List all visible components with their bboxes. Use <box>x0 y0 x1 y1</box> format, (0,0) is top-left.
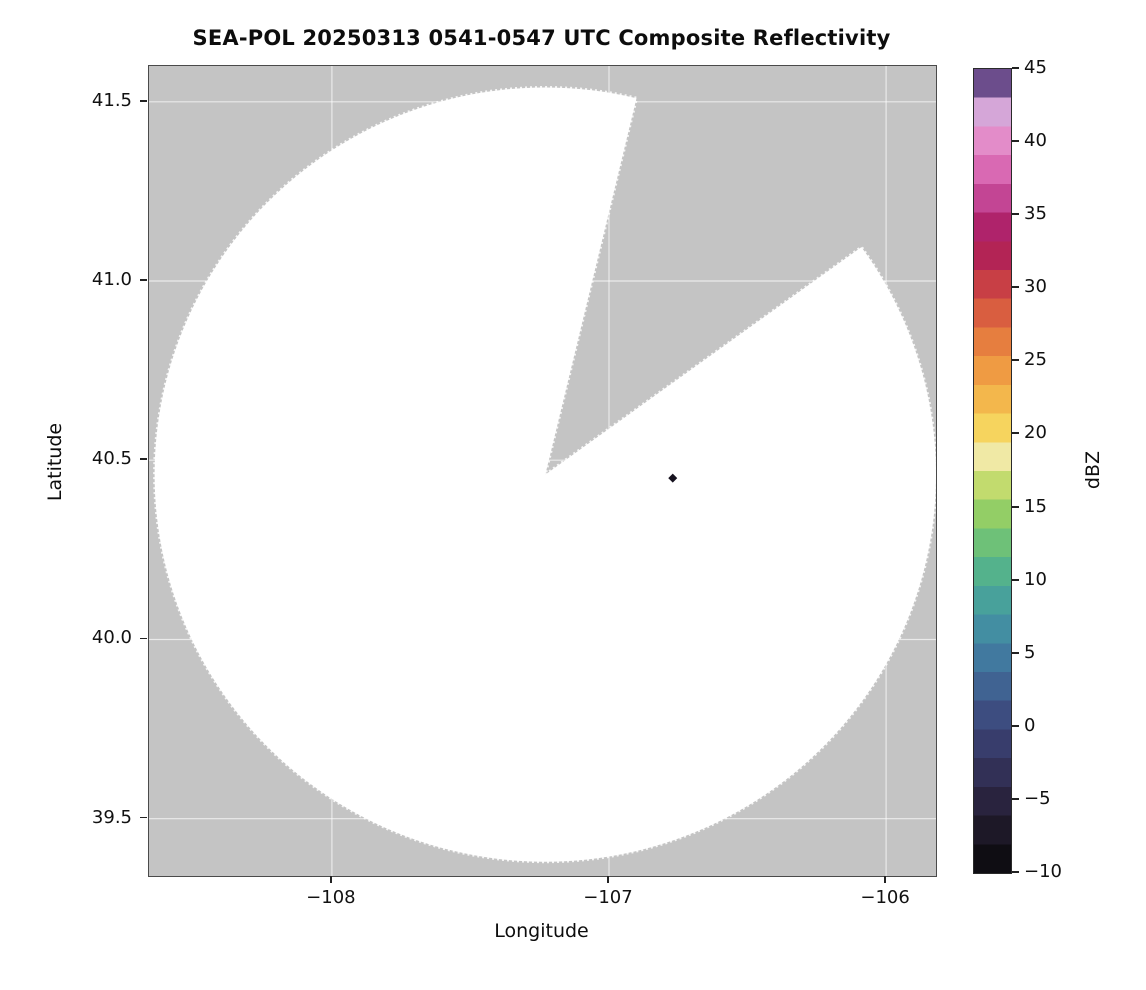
x-tick <box>330 876 332 883</box>
colorbar-tick-label: −5 <box>1024 787 1051 809</box>
x-tick <box>607 876 609 883</box>
y-tick <box>140 816 147 819</box>
colorbar-tick-label: 40 <box>1024 130 1047 152</box>
colorbar-tick-label: 10 <box>1024 568 1047 590</box>
colorbar-tick <box>1012 651 1019 654</box>
colorbar-tick-label: 30 <box>1024 276 1047 298</box>
colorbar-tick <box>1012 67 1019 69</box>
colorbar-tick-label: 25 <box>1024 349 1047 371</box>
radar-coverage-fringe <box>153 86 936 864</box>
x-tick-label: −107 <box>583 887 633 908</box>
figure-title: SEA-POL 20250313 0541-0547 UTC Composite… <box>192 26 891 50</box>
colorbar-tick <box>1012 578 1019 581</box>
colorbar-tick <box>1012 432 1019 435</box>
x-axis-label: Longitude <box>494 920 589 942</box>
colorbar-tick <box>1012 140 1019 143</box>
colorbar-tick <box>1012 797 1019 800</box>
y-tick <box>140 458 147 460</box>
colorbar-tick-label: 0 <box>1024 714 1036 736</box>
colorbar-tick-label: −10 <box>1024 861 1062 882</box>
colorbar-tick-label: 45 <box>1024 57 1047 78</box>
y-tick-label: 41.0 <box>91 269 132 291</box>
y-tick-label: 40.0 <box>91 627 132 649</box>
colorbar-tick-label: 5 <box>1024 641 1036 663</box>
colorbar-tick-label: 35 <box>1024 203 1047 225</box>
plot-area <box>148 65 937 877</box>
colorbar-tick <box>1012 359 1019 362</box>
colorbar-tick <box>1012 213 1019 216</box>
radar-plot-canvas <box>149 66 936 876</box>
x-tick-label: −106 <box>860 887 910 908</box>
radar-echo <box>668 473 678 483</box>
y-tick <box>140 637 147 640</box>
colorbar-tick <box>1012 724 1019 727</box>
y-tick-label: 40.5 <box>91 448 132 470</box>
y-tick <box>140 100 147 102</box>
y-tick <box>140 279 147 281</box>
colorbar-tick <box>1012 871 1019 873</box>
x-tick <box>884 876 886 883</box>
colorbar-tick <box>1012 505 1019 508</box>
colorbar-tick-label: 20 <box>1024 422 1047 444</box>
x-tick-label: −108 <box>306 887 356 908</box>
colorbar-tick <box>1012 286 1019 289</box>
y-tick-label: 41.5 <box>91 89 132 111</box>
colorbar-tick-label: 15 <box>1024 495 1047 517</box>
radar-coverage-area <box>154 87 936 862</box>
colorbar <box>973 68 1012 874</box>
colorbar-label: dBZ <box>1082 450 1104 490</box>
y-tick-label: 39.5 <box>91 806 132 828</box>
